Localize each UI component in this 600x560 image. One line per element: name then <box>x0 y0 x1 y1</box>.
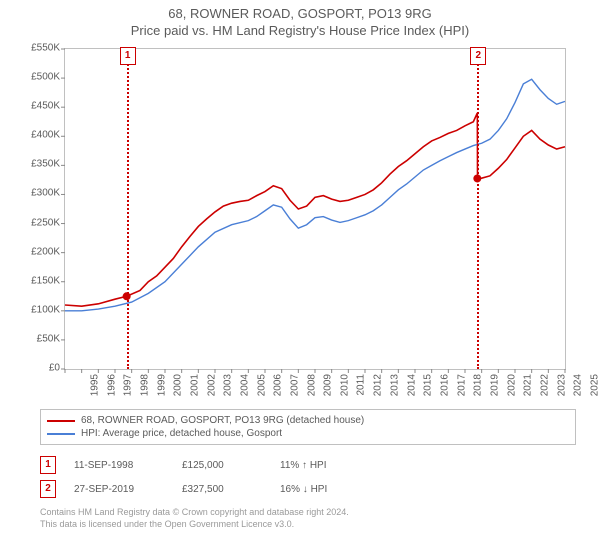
event-table-diff: 16% ↓ HPI <box>280 484 340 495</box>
small-print-line1: Contains HM Land Registry data © Crown c… <box>40 507 576 519</box>
title-line1: 68, ROWNER ROAD, GOSPORT, PO13 9RG <box>0 6 600 21</box>
x-axis-label: 2019 <box>489 374 500 396</box>
x-axis-label: 2016 <box>439 374 450 396</box>
small-print-line2: This data is licensed under the Open Gov… <box>40 519 576 531</box>
x-axis-label: 2017 <box>456 374 467 396</box>
events-table: 1 11-SEP-1998 £125,000 11% ↑ HPI 2 27-SEP-201… <box>40 453 576 501</box>
chart-svg <box>65 49 565 369</box>
x-axis-label: 2004 <box>239 374 250 396</box>
y-axis-label: £500K <box>20 72 60 83</box>
x-axis-label: 2006 <box>273 374 284 396</box>
x-axis-label: 2020 <box>506 374 517 396</box>
legend-label: 68, ROWNER ROAD, GOSPORT, PO13 9RG (deta… <box>81 415 364 426</box>
x-axis-label: 2000 <box>173 374 184 396</box>
event-table-badge: 2 <box>40 480 56 498</box>
x-axis-label: 1998 <box>139 374 150 396</box>
x-axis-label: 2003 <box>223 374 234 396</box>
event-marker-badge: 1 <box>120 47 136 65</box>
event-table-date: 11-SEP-1998 <box>74 460 164 471</box>
small-print: Contains HM Land Registry data © Crown c… <box>40 507 576 530</box>
y-axis-label: £350K <box>20 159 60 170</box>
plot-region: 12 <box>64 48 566 370</box>
y-axis-label: £400K <box>20 130 60 141</box>
legend-row: HPI: Average price, detached house, Gosp… <box>47 427 569 440</box>
x-axis-label: 2022 <box>539 374 550 396</box>
legend-swatch <box>47 433 75 435</box>
y-axis-label: £250K <box>20 217 60 228</box>
event-marker-line <box>127 49 129 369</box>
x-axis-label: 2025 <box>589 374 600 396</box>
y-axis-labels: £0 £50K £100K £150K £200K £250K £300K £350K £400… <box>20 44 62 372</box>
y-axis-label: £450K <box>20 101 60 112</box>
x-axis-label: 2024 <box>573 374 584 396</box>
x-axis-labels: 1995 1996 1997 1998 1999 2000 2001 2002 2003 2004… <box>64 370 566 410</box>
event-table-price: £327,500 <box>182 484 262 495</box>
event-table-date: 27-SEP-2019 <box>74 484 164 495</box>
chart-area: £0 £50K £100K £150K £200K £250K £300K £350K £400… <box>20 44 580 409</box>
y-axis-label: £300K <box>20 188 60 199</box>
legend-swatch <box>47 420 75 422</box>
x-axis-label: 2009 <box>323 374 334 396</box>
x-axis-label: 1999 <box>156 374 167 396</box>
legend-row: 68, ROWNER ROAD, GOSPORT, PO13 9RG (deta… <box>47 414 569 427</box>
y-axis-label: £100K <box>20 304 60 315</box>
x-axis-label: 2008 <box>306 374 317 396</box>
x-axis-label: 2007 <box>289 374 300 396</box>
x-axis-label: 2011 <box>355 374 366 396</box>
x-axis-label: 2010 <box>339 374 350 396</box>
series-line <box>65 113 565 306</box>
event-marker-badge: 2 <box>470 47 486 65</box>
event-table-row: 1 11-SEP-1998 £125,000 11% ↑ HPI <box>40 453 576 477</box>
title-line2: Price paid vs. HM Land Registry's House … <box>0 23 600 38</box>
x-axis-label: 2012 <box>373 374 384 396</box>
event-table-price: £125,000 <box>182 460 262 471</box>
x-axis-label: 2001 <box>189 374 200 396</box>
x-axis-label: 2014 <box>406 374 417 396</box>
y-axis-label: £550K <box>20 43 60 54</box>
y-axis-label: £0 <box>20 363 60 374</box>
x-axis-label: 1995 <box>89 374 100 396</box>
y-axis-label: £50K <box>20 333 60 344</box>
chart-legend: 68, ROWNER ROAD, GOSPORT, PO13 9RG (deta… <box>40 409 576 445</box>
x-axis-label: 2013 <box>389 374 400 396</box>
event-marker-line <box>477 49 479 369</box>
x-axis-label: 2015 <box>423 374 434 396</box>
chart-title-block: 68, ROWNER ROAD, GOSPORT, PO13 9RG Price… <box>0 0 600 38</box>
x-axis-label: 2018 <box>473 374 484 396</box>
y-axis-label: £200K <box>20 246 60 257</box>
x-axis-label: 1996 <box>106 374 117 396</box>
series-line <box>65 79 565 311</box>
x-axis-label: 1997 <box>123 374 134 396</box>
x-axis-label: 2023 <box>556 374 567 396</box>
event-table-badge: 1 <box>40 456 56 474</box>
x-axis-label: 2021 <box>523 374 534 396</box>
event-table-row: 2 27-SEP-2019 £327,500 16% ↓ HPI <box>40 477 576 501</box>
legend-label: HPI: Average price, detached house, Gosp… <box>81 428 282 439</box>
x-axis-label: 2005 <box>256 374 267 396</box>
x-axis-label: 2002 <box>206 374 217 396</box>
event-table-diff: 11% ↑ HPI <box>280 460 340 471</box>
y-axis-label: £150K <box>20 275 60 286</box>
